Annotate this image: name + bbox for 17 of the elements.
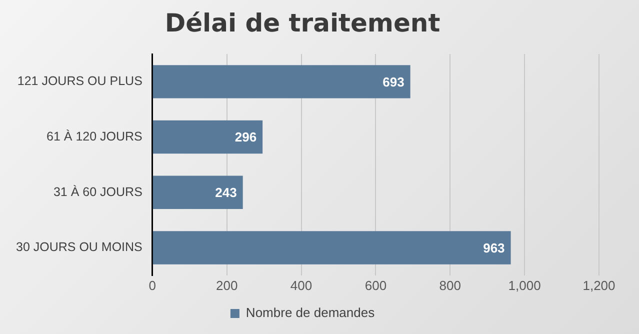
x-tick-label: 0 xyxy=(148,278,156,293)
y-tick-label: 30 JOURS OU MOINS xyxy=(16,240,142,254)
x-tick-label: 1,200 xyxy=(582,278,616,293)
x-tick-label: 1,000 xyxy=(508,278,541,293)
x-tick-label: 800 xyxy=(439,278,461,293)
x-tick-label: 400 xyxy=(290,278,312,293)
y-tick-label: 121 JOURS OU PLUS xyxy=(17,74,142,88)
y-tick-label: 61 À 120 JOURS xyxy=(46,129,142,144)
y-tick-label: 31 À 60 JOURS xyxy=(53,184,142,199)
legend-label: Nombre de demandes xyxy=(246,305,376,320)
x-tick-label: 200 xyxy=(216,278,238,293)
data-label: 963 xyxy=(483,240,505,256)
data-label: 243 xyxy=(215,184,237,200)
data-label: 296 xyxy=(234,130,257,145)
x-tick-label: 600 xyxy=(364,278,387,293)
data-label: 693 xyxy=(382,74,404,90)
chart-title: Délai de traitement xyxy=(164,8,440,38)
